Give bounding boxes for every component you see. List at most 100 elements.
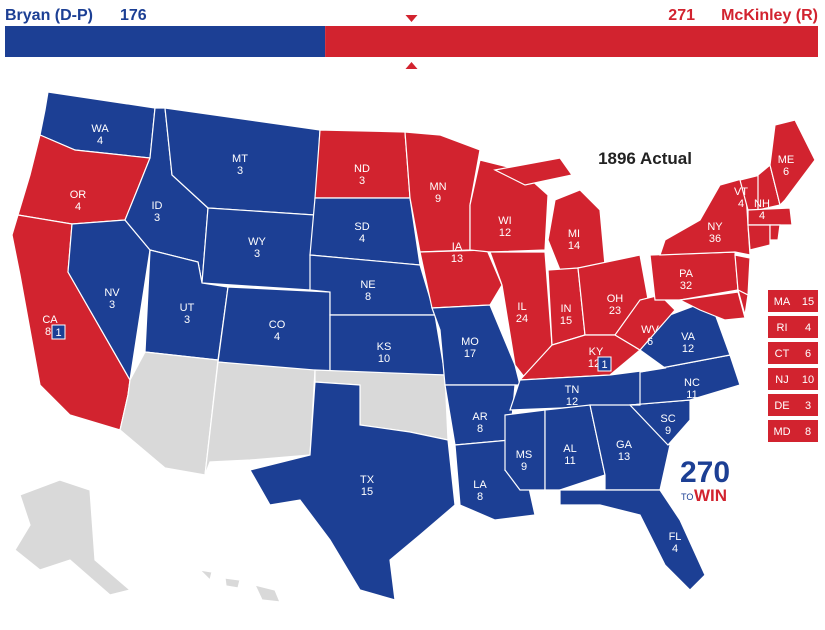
state-shape[interactable] <box>769 224 781 241</box>
state-votes: 3 <box>359 175 365 187</box>
state-votes: 12 <box>566 396 578 408</box>
state-votes: 8 <box>477 491 483 503</box>
split-box <box>597 356 612 372</box>
callout-votes: 3 <box>805 400 811 412</box>
state-label: ID <box>152 200 163 212</box>
state-label: NH <box>754 198 770 210</box>
state-shape[interactable] <box>544 404 606 491</box>
state-votes: 13 <box>618 451 630 463</box>
callout-box[interactable] <box>768 394 818 416</box>
callout-votes: 6 <box>805 348 811 360</box>
callout-votes: 8 <box>805 426 811 438</box>
state-label: KY <box>589 346 604 358</box>
state-shape[interactable] <box>559 489 706 591</box>
state-shape[interactable] <box>649 251 739 301</box>
state-votes: 4 <box>672 543 678 555</box>
state-votes: 4 <box>738 198 744 210</box>
state-votes: 8 <box>365 291 371 303</box>
state-label: MI <box>568 228 580 240</box>
state-shape[interactable] <box>67 219 151 382</box>
state-label: CO <box>269 319 286 331</box>
state-votes: 3 <box>254 248 260 260</box>
callout-label: CT <box>775 348 790 360</box>
state-shape[interactable] <box>198 569 213 582</box>
candidate-name: McKinley (R) <box>721 7 818 24</box>
callout-box[interactable] <box>768 290 818 312</box>
state-shape[interactable] <box>614 294 676 351</box>
state-votes: 12 <box>588 358 600 370</box>
state-label: UT <box>180 302 195 314</box>
state-label: IA <box>452 241 463 253</box>
state-label: CA <box>42 314 58 326</box>
state-votes: 11 <box>564 455 575 467</box>
state-votes: 4 <box>359 233 365 245</box>
state-label: NV <box>104 287 120 299</box>
state-votes: 8 <box>45 326 51 338</box>
state-votes: 15 <box>361 486 373 498</box>
callout-label: MA <box>774 296 791 308</box>
state-label: VA <box>681 331 696 343</box>
state-votes: 3 <box>154 212 160 224</box>
state-shape[interactable] <box>14 479 132 596</box>
callout-votes: 15 <box>802 296 814 308</box>
state-votes: 9 <box>435 193 441 205</box>
state-label: TN <box>565 384 580 396</box>
state-label: PA <box>679 268 694 280</box>
candidate-name: Bryan (D-P) <box>5 7 93 24</box>
state-label: OR <box>70 189 87 201</box>
state-votes: 3 <box>237 165 243 177</box>
state-shape[interactable] <box>253 584 281 603</box>
candidate-votes: 271 <box>668 7 695 24</box>
state-shape[interactable] <box>119 351 219 476</box>
state-label: SC <box>660 413 675 425</box>
logo-win: WIN <box>694 486 727 505</box>
state-shape[interactable] <box>769 119 816 207</box>
state-votes: 4 <box>75 201 81 213</box>
state-label: VT <box>734 186 748 198</box>
state-votes: 6 <box>647 336 653 348</box>
vote-bar <box>325 26 818 57</box>
state-shape[interactable] <box>747 224 771 251</box>
logo-to: TO <box>681 492 693 502</box>
state-shape[interactable] <box>493 157 574 186</box>
callout-label: NJ <box>775 374 788 386</box>
logo-number: 270 <box>680 456 730 489</box>
state-shape[interactable] <box>737 288 749 316</box>
callout-votes: 10 <box>802 374 814 386</box>
state-shape[interactable] <box>249 381 456 601</box>
state-votes: 4 <box>759 210 765 222</box>
state-votes: 13 <box>451 253 463 265</box>
state-label: AL <box>563 443 576 455</box>
state-shape[interactable] <box>747 207 793 226</box>
callout-label: RI <box>777 322 788 334</box>
callout-box[interactable] <box>768 420 818 442</box>
state-shape[interactable] <box>504 409 546 491</box>
state-label: GA <box>616 439 633 451</box>
state-shape[interactable] <box>677 291 746 321</box>
state-label: ND <box>354 163 370 175</box>
state-label: MO <box>461 336 479 348</box>
callout-box[interactable] <box>768 316 818 338</box>
state-label: NE <box>360 279 375 291</box>
callout-box[interactable] <box>768 368 818 390</box>
state-label: KS <box>377 341 392 353</box>
state-votes: 36 <box>709 233 721 245</box>
state-shape[interactable] <box>224 577 241 589</box>
state-votes: 23 <box>609 305 621 317</box>
callout-label: DE <box>774 400 789 412</box>
state-votes: 12 <box>682 343 694 355</box>
callout-box[interactable] <box>768 342 818 364</box>
state-votes: 11 <box>686 389 697 401</box>
majority-marker <box>405 62 418 69</box>
split-votes: 1 <box>601 359 607 371</box>
state-votes: 24 <box>516 313 528 325</box>
states <box>11 91 816 603</box>
state-label: WY <box>248 236 266 248</box>
state-votes: 9 <box>665 425 671 437</box>
vote-bar <box>5 26 326 57</box>
state-label: LA <box>473 479 487 491</box>
state-votes: 6 <box>783 166 789 178</box>
